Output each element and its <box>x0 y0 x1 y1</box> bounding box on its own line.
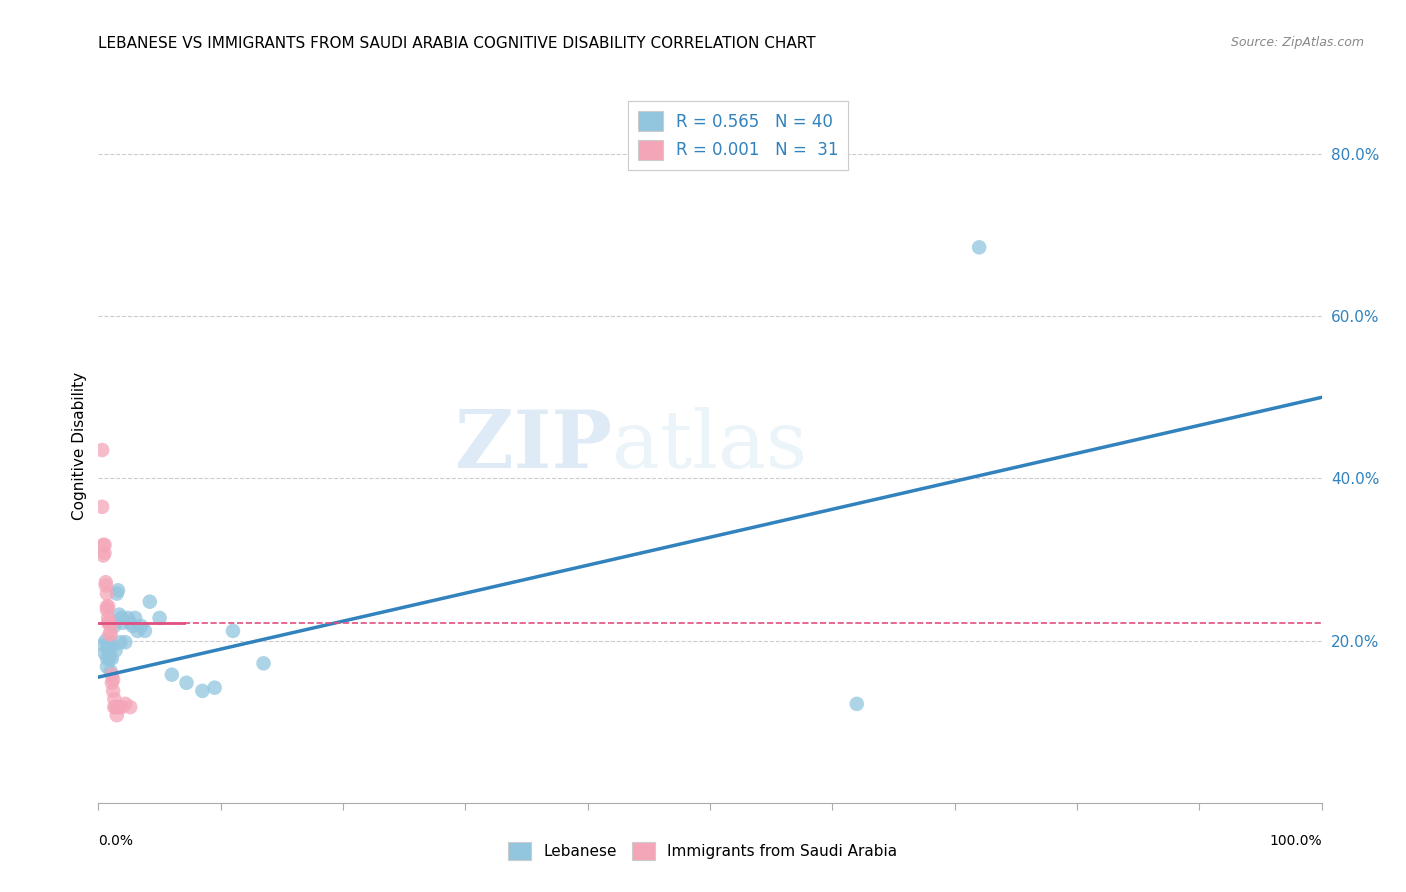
Point <box>105 586 128 600</box>
Point <box>222 624 245 638</box>
Point <box>98 640 121 654</box>
Point <box>97 599 120 614</box>
Point <box>97 643 120 657</box>
Point <box>91 538 114 552</box>
Point <box>111 611 134 625</box>
Point <box>101 673 124 687</box>
Point <box>104 643 127 657</box>
Point <box>105 708 128 723</box>
Point <box>103 692 125 706</box>
Point <box>100 627 122 641</box>
Point <box>110 635 132 649</box>
Point <box>191 684 214 698</box>
Point <box>101 675 124 690</box>
Point <box>97 611 120 625</box>
Point <box>149 611 172 625</box>
Point <box>100 635 122 649</box>
Point <box>94 633 117 648</box>
Point <box>91 638 114 652</box>
Point <box>134 624 156 638</box>
Point <box>845 697 868 711</box>
Point <box>111 700 134 714</box>
Point <box>101 667 124 681</box>
Point <box>121 619 143 633</box>
Point <box>108 607 131 622</box>
Point <box>98 627 121 641</box>
Point <box>176 675 198 690</box>
Text: LEBANESE VS IMMIGRANTS FROM SAUDI ARABIA COGNITIVE DISABILITY CORRELATION CHART: LEBANESE VS IMMIGRANTS FROM SAUDI ARABIA… <box>98 36 815 51</box>
Point <box>103 619 125 633</box>
Point <box>107 583 129 598</box>
Point <box>94 578 117 592</box>
Point <box>100 665 122 679</box>
Y-axis label: Cognitive Disability: Cognitive Disability <box>72 372 87 520</box>
Point <box>97 638 120 652</box>
Point <box>204 681 226 695</box>
Point <box>96 603 118 617</box>
Point <box>103 700 125 714</box>
Point <box>252 657 274 671</box>
Point <box>107 700 129 714</box>
Text: 0.0%: 0.0% <box>98 834 134 848</box>
Point <box>127 624 149 638</box>
Legend: R = 0.565   N = 40, R = 0.001   N =  31: R = 0.565 N = 40, R = 0.001 N = 31 <box>627 101 848 170</box>
Text: ZIP: ZIP <box>456 407 612 485</box>
Text: Source: ZipAtlas.com: Source: ZipAtlas.com <box>1230 36 1364 49</box>
Point <box>98 651 121 665</box>
Point <box>114 635 136 649</box>
Point <box>101 651 124 665</box>
Point <box>108 700 131 714</box>
Point <box>111 615 134 630</box>
Point <box>94 575 117 590</box>
Point <box>101 640 124 654</box>
Point <box>93 546 115 560</box>
Point <box>98 615 121 630</box>
Point <box>129 619 152 633</box>
Legend: Lebanese, Immigrants from Saudi Arabia: Lebanese, Immigrants from Saudi Arabia <box>502 836 904 866</box>
Point <box>96 586 118 600</box>
Point <box>100 619 122 633</box>
Point <box>120 700 142 714</box>
Point <box>139 595 162 609</box>
Point <box>93 538 115 552</box>
Point <box>120 615 142 630</box>
Point <box>91 443 114 458</box>
Point <box>96 651 118 665</box>
Point <box>91 500 114 514</box>
Point <box>101 615 124 630</box>
Point <box>101 684 124 698</box>
Point <box>117 611 139 625</box>
Point <box>160 667 183 681</box>
Point <box>96 599 118 614</box>
Text: 100.0%: 100.0% <box>1270 834 1322 848</box>
Point <box>93 646 115 660</box>
Point <box>97 615 120 630</box>
Point <box>114 697 136 711</box>
Point <box>967 240 990 254</box>
Text: atlas: atlas <box>612 407 807 485</box>
Point <box>96 659 118 673</box>
Point <box>91 549 114 563</box>
Point <box>124 611 146 625</box>
Point <box>104 700 127 714</box>
